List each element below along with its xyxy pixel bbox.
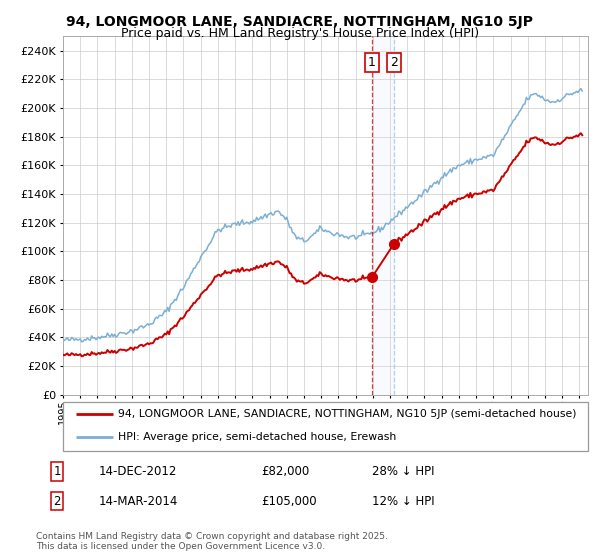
Text: HPI: Average price, semi-detached house, Erewash: HPI: Average price, semi-detached house,… (118, 432, 397, 442)
Text: 12% ↓ HPI: 12% ↓ HPI (372, 494, 434, 508)
Text: Price paid vs. HM Land Registry's House Price Index (HPI): Price paid vs. HM Land Registry's House … (121, 27, 479, 40)
Text: 2: 2 (390, 55, 398, 69)
Bar (372, 36, 394, 395)
Text: 28% ↓ HPI: 28% ↓ HPI (372, 465, 434, 478)
Text: 14-MAR-2014: 14-MAR-2014 (99, 494, 178, 508)
Text: 94, LONGMOOR LANE, SANDIACRE, NOTTINGHAM, NG10 5JP: 94, LONGMOOR LANE, SANDIACRE, NOTTINGHAM… (67, 15, 533, 29)
Text: £82,000: £82,000 (261, 465, 309, 478)
Text: 2: 2 (53, 494, 61, 508)
Text: 94, LONGMOOR LANE, SANDIACRE, NOTTINGHAM, NG10 5JP (semi-detached house): 94, LONGMOOR LANE, SANDIACRE, NOTTINGHAM… (118, 409, 577, 419)
Text: 1: 1 (368, 55, 376, 69)
Text: 1: 1 (53, 465, 61, 478)
Text: 14-DEC-2012: 14-DEC-2012 (99, 465, 178, 478)
Text: Contains HM Land Registry data © Crown copyright and database right 2025.
This d: Contains HM Land Registry data © Crown c… (36, 532, 388, 552)
Text: £105,000: £105,000 (261, 494, 317, 508)
FancyBboxPatch shape (63, 402, 588, 451)
